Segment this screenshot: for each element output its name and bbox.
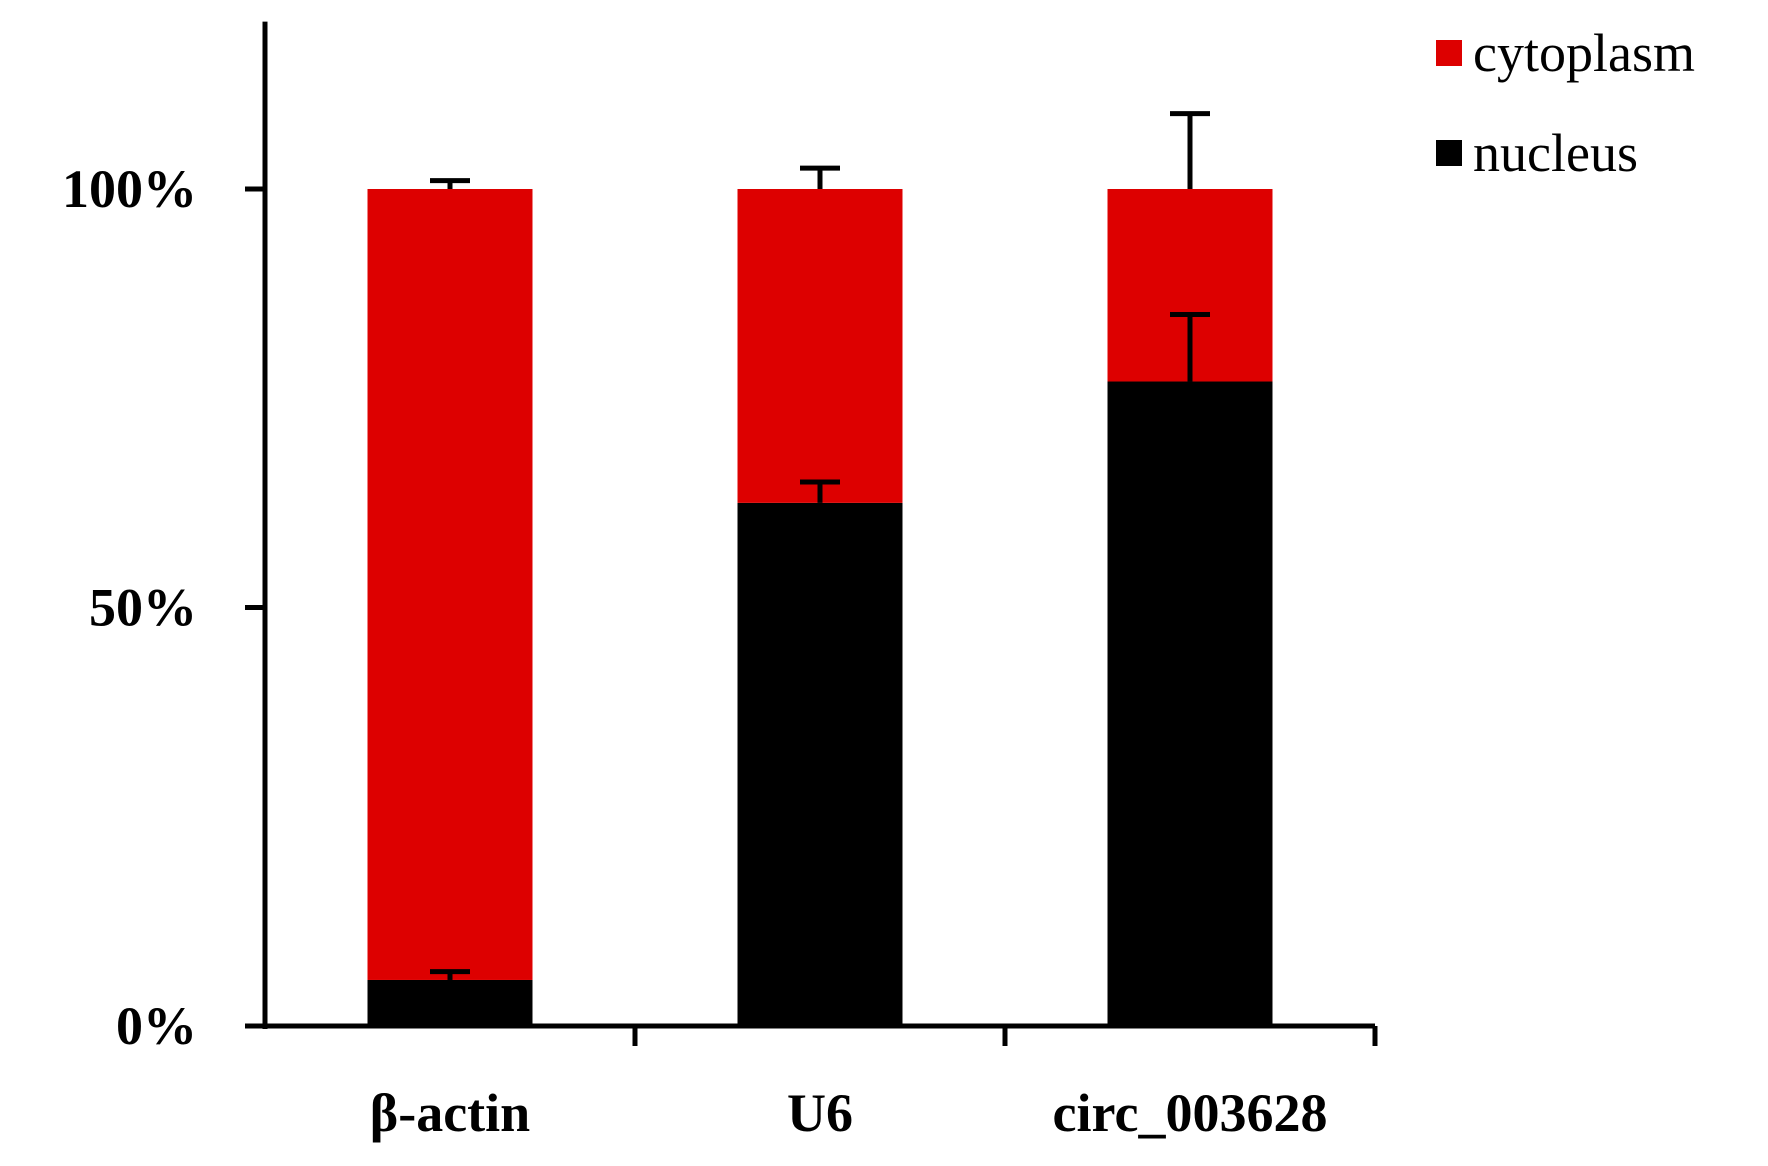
axes-layer — [245, 21, 1378, 1046]
bar-nucleus-0 — [367, 979, 533, 1026]
y-tick-label-2: 100% — [62, 159, 197, 219]
y-tick-label-0: 0% — [116, 996, 197, 1056]
x-tick-label-0: β-actin — [370, 1083, 530, 1143]
bar-cytoplasm-0 — [367, 189, 533, 980]
bar-nucleus-1 — [737, 502, 903, 1026]
x-tick-label-2: circ_003628 — [1053, 1083, 1328, 1143]
legend: cytoplasm nucleus — [1436, 23, 1695, 183]
legend-label-cytoplasm: cytoplasm — [1473, 23, 1695, 83]
labels-layer: β-actin U6 circ_003628 0% 50% 100% — [62, 159, 1327, 1143]
legend-swatch-cytoplasm — [1436, 40, 1462, 66]
y-tick-label-1: 50% — [89, 578, 197, 638]
bars-layer — [367, 189, 1273, 1026]
legend-swatch-nucleus — [1436, 140, 1462, 166]
bar-nucleus-2 — [1107, 381, 1273, 1026]
legend-label-nucleus: nucleus — [1473, 123, 1638, 183]
x-tick-label-1: U6 — [787, 1083, 853, 1143]
bar-cytoplasm-1 — [737, 189, 903, 503]
error-bars-layer — [430, 111, 1210, 980]
